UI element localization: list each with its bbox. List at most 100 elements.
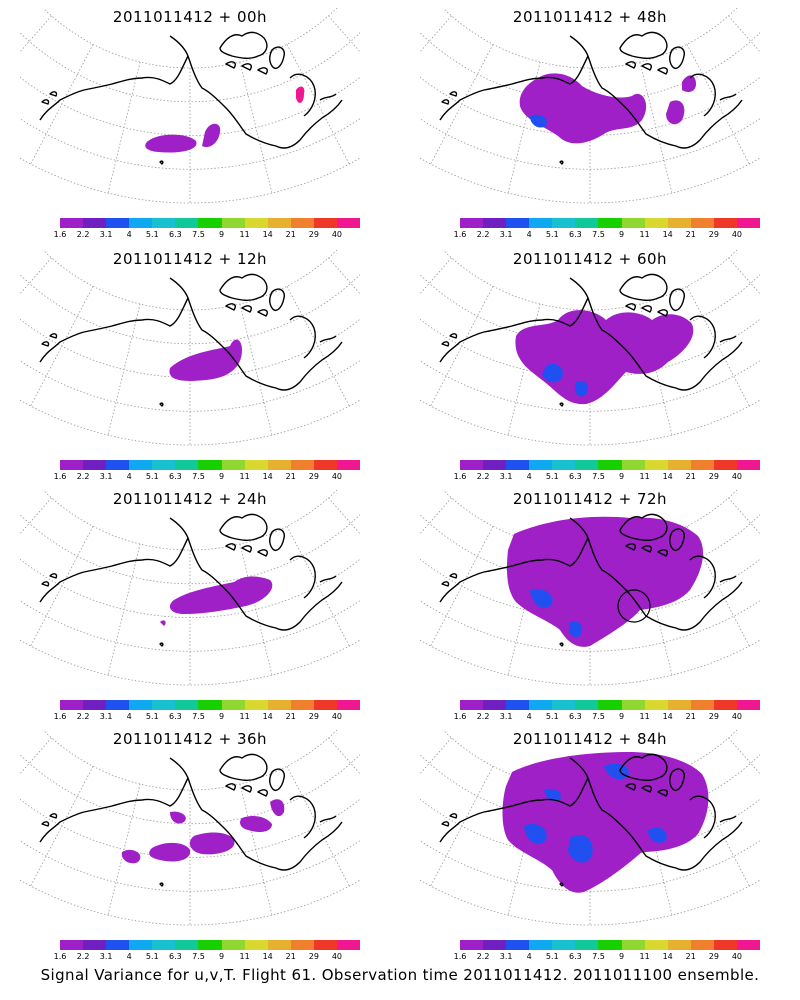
variance-field bbox=[160, 576, 273, 626]
colorbar-label: 3.1 bbox=[99, 230, 113, 239]
variance-contour-low bbox=[506, 516, 704, 647]
variance-map bbox=[420, 8, 760, 204]
coastline-path bbox=[569, 757, 589, 779]
colorbar-swatch bbox=[60, 218, 84, 228]
colorbar-label: 29 bbox=[708, 952, 719, 961]
colorbar-label: 3.1 bbox=[499, 472, 513, 481]
colorbar-swatch bbox=[575, 940, 599, 950]
colorbar-swatch bbox=[713, 460, 737, 470]
colorbar-label: 21 bbox=[285, 230, 296, 239]
colorbar-label: 1.6 bbox=[453, 712, 467, 721]
colorbar-swatch bbox=[529, 700, 553, 710]
colorbar-label: 29 bbox=[708, 712, 719, 721]
colorbar-label: 21 bbox=[285, 712, 296, 721]
colorbar-label: 6.3 bbox=[569, 472, 582, 481]
panel-24h: 2011011412 + 24h 1.6 2.2 3.1 4 5.1 6.3 7.5 9 11 1… bbox=[20, 490, 361, 725]
latitude-line bbox=[20, 274, 360, 345]
colorbar-label: 5.1 bbox=[545, 952, 559, 961]
variance-contour-high bbox=[568, 620, 583, 638]
colorbar-label: 1.6 bbox=[53, 230, 67, 239]
colorbar-swatch bbox=[221, 700, 245, 710]
panel-title: 2011011412 + 00h bbox=[112, 8, 268, 26]
coastline-path bbox=[619, 513, 668, 541]
coastline-path bbox=[41, 573, 58, 587]
coastline-path bbox=[319, 93, 337, 101]
coastline bbox=[39, 31, 343, 165]
panel-title: 2011011412 + 72h bbox=[512, 490, 668, 508]
variance-field bbox=[519, 73, 696, 144]
coastline-path bbox=[669, 288, 686, 312]
colorbar-label: 3.1 bbox=[99, 952, 113, 961]
meridian-line bbox=[728, 257, 760, 295]
colorbar: 1.6 2.2 3.1 4 5.1 6.3 7.5 9 11 14 21 29 40 bbox=[54, 460, 361, 484]
colorbar-swatch bbox=[552, 700, 576, 710]
meridian-line bbox=[239, 303, 273, 436]
colorbar-swatch bbox=[667, 940, 691, 950]
colorbar-label: 3.1 bbox=[499, 712, 513, 721]
coastline-path bbox=[719, 335, 737, 343]
colorbar-swatch bbox=[198, 940, 222, 950]
colorbar-swatch bbox=[244, 218, 268, 228]
colorbar-label: 2.2 bbox=[476, 952, 490, 961]
observation-circle bbox=[617, 589, 651, 623]
colorbar-swatch bbox=[313, 218, 337, 228]
meridian-line bbox=[728, 15, 760, 53]
meridian-line bbox=[107, 61, 141, 194]
colorbar-label: 3.1 bbox=[99, 472, 113, 481]
colorbar-label: 9 bbox=[218, 472, 225, 481]
colorbar: 1.6 2.2 3.1 4 5.1 6.3 7.5 9 11 14 21 29 40 bbox=[54, 700, 361, 724]
coastline-path bbox=[225, 783, 268, 797]
colorbar-label: 9 bbox=[618, 712, 625, 721]
colorbar-label: 6.3 bbox=[569, 952, 582, 961]
colorbar-label: 7.5 bbox=[592, 230, 605, 239]
colorbar-swatch bbox=[290, 218, 314, 228]
colorbar-label: 7.5 bbox=[592, 472, 605, 481]
meridian-line bbox=[286, 286, 350, 407]
meridian-line bbox=[30, 766, 94, 887]
variance-contour-low bbox=[169, 576, 273, 614]
coastline-path bbox=[669, 46, 686, 70]
colorbar-swatch bbox=[106, 460, 130, 470]
variance-contour-low bbox=[145, 134, 197, 153]
colorbar-label: 21 bbox=[285, 952, 296, 961]
meridian-line bbox=[420, 15, 452, 53]
colorbar-label: 14 bbox=[262, 230, 273, 239]
colorbar-swatch bbox=[198, 700, 222, 710]
colorbar-swatch bbox=[175, 940, 199, 950]
colorbar-swatch bbox=[598, 460, 622, 470]
colorbar-swatch bbox=[552, 218, 576, 228]
coastline bbox=[439, 513, 743, 647]
variance-field bbox=[515, 310, 694, 405]
coastline-path bbox=[289, 795, 316, 839]
panel-title: 2011011412 + 24h bbox=[112, 490, 268, 508]
coastline-path bbox=[619, 753, 668, 781]
graticule bbox=[20, 8, 360, 204]
colorbar-swatch bbox=[336, 460, 361, 470]
coastline-path bbox=[559, 642, 564, 647]
colorbar-swatch bbox=[106, 700, 130, 710]
colorbar-label: 2.2 bbox=[76, 472, 90, 481]
colorbar-swatch bbox=[267, 700, 291, 710]
colorbar-label: 7.5 bbox=[192, 230, 205, 239]
coastline-path bbox=[625, 543, 668, 557]
coastline bbox=[439, 273, 743, 407]
coastline-path bbox=[441, 91, 458, 105]
meridian-line bbox=[107, 303, 141, 436]
meridian-line bbox=[286, 766, 350, 887]
variance-map bbox=[20, 490, 360, 686]
colorbar-swatch bbox=[667, 460, 691, 470]
coastline-path bbox=[625, 303, 668, 317]
coastline-path bbox=[289, 315, 316, 359]
variance-map bbox=[420, 250, 760, 446]
colorbar-label: 9 bbox=[618, 952, 625, 961]
coastline-path bbox=[39, 777, 343, 871]
colorbar-swatch bbox=[736, 700, 761, 710]
panel-12h: 2011011412 + 12h 1.6 2.2 3.1 4 5.1 6.3 7.5 9 11 1… bbox=[20, 250, 361, 485]
coastline-path bbox=[619, 273, 668, 301]
colorbar-swatch bbox=[221, 218, 245, 228]
coastline-path bbox=[719, 575, 737, 583]
colorbar-swatch bbox=[736, 460, 761, 470]
colorbar-label: 4 bbox=[126, 230, 132, 239]
panel-36h: 2011011412 + 36h 1.6 2.2 3.1 4 5.1 6.3 7.5 9 11 1… bbox=[20, 730, 361, 965]
coastline-path bbox=[41, 91, 58, 105]
